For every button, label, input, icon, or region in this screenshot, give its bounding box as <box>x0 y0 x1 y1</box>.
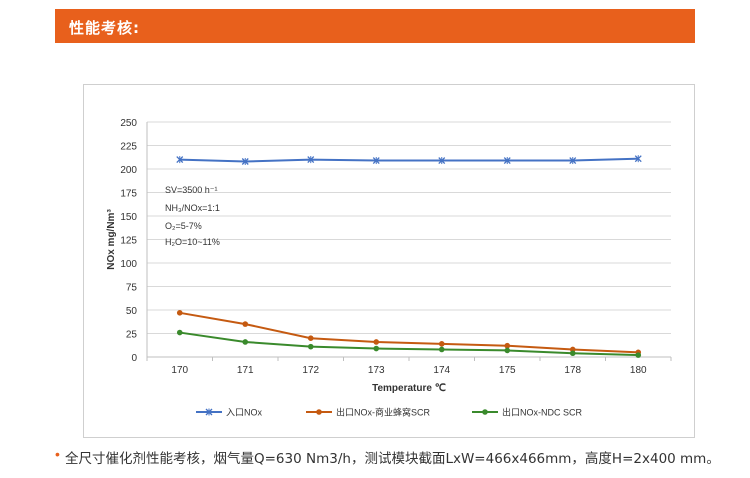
data-point <box>307 335 314 341</box>
data-point <box>438 157 446 165</box>
footnote-text: 全尺寸催化剂性能考核，烟气量Q=630 Nm3/h，测试模块截面LxW=466x… <box>65 451 720 467</box>
data-point <box>372 157 380 165</box>
axis-layer: 0 25 50 75 100 125 150 175 200 225 250 170 171 172 173… <box>106 118 672 394</box>
x-tick-label: 175 <box>499 365 516 376</box>
data-point <box>438 346 445 353</box>
legend-marker <box>482 409 488 415</box>
data-point <box>176 310 183 316</box>
legend-label: 出口NOx-商业蜂窝SCR <box>336 407 430 418</box>
legend-label: 出口NOx-NDC SCR <box>502 407 582 418</box>
condition-label: H₂O=10~11% <box>165 237 220 247</box>
x-tick-label: 178 <box>564 365 581 376</box>
bullet-icon: • <box>55 446 60 462</box>
y-tick-label: 75 <box>126 283 138 294</box>
data-point <box>307 343 314 350</box>
condition-label: NH₃/NOx=1:1 <box>165 203 220 213</box>
data-point <box>242 339 249 345</box>
data-point <box>504 347 511 354</box>
data-point <box>242 321 249 327</box>
legend-item: 入口NOx <box>196 408 263 418</box>
data-point <box>373 339 380 345</box>
legend-label: 入口NOx <box>226 408 263 418</box>
data-point <box>176 329 183 336</box>
data-point <box>635 352 642 358</box>
series-2 <box>176 310 642 356</box>
y-tick-label: 0 <box>131 353 137 364</box>
legend: 入口NOx 出口NOx-商业蜂窝SCR 出口NOx-NDC SCR <box>196 407 582 418</box>
series-3 <box>176 329 642 358</box>
y-tick-label: 25 <box>126 330 138 341</box>
data-point <box>504 342 511 349</box>
condition-label: O₂=5-7% <box>165 221 202 231</box>
series-layer <box>176 155 642 358</box>
data-point <box>503 157 511 165</box>
y-tick-label: 200 <box>120 165 137 176</box>
legend-item: 出口NOx-商业蜂窝SCR <box>306 407 430 418</box>
nox-chart: 0 25 50 75 100 125 150 175 200 225 250 170 171 172 173… <box>106 118 672 418</box>
series-line <box>179 331 639 357</box>
x-tick-label: 173 <box>368 365 385 376</box>
data-point <box>373 345 380 352</box>
data-point <box>634 155 642 163</box>
x-axis-title: Temperature ℃ <box>372 383 446 394</box>
series-line <box>179 311 639 354</box>
y-tick-label: 150 <box>120 212 137 223</box>
data-point <box>438 341 445 347</box>
y-tick-label: 250 <box>120 118 137 129</box>
legend-marker <box>316 409 322 415</box>
data-point <box>569 350 576 357</box>
series-1 <box>176 155 642 165</box>
legend-item: 出口NOx-NDC SCR <box>472 407 582 418</box>
footnote: • 全尺寸催化剂性能考核，烟气量Q=630 Nm3/h，测试模块截面LxW=46… <box>55 446 745 468</box>
y-axis-title: NOx mg/Nm³ <box>106 209 117 270</box>
x-tick-label: 172 <box>302 365 319 376</box>
x-tick-label: 180 <box>630 365 647 376</box>
section-header: 性能考核: <box>55 9 695 43</box>
data-point <box>307 156 315 164</box>
chart-panel: 0 25 50 75 100 125 150 175 200 225 250 170 171 172 173… <box>83 84 695 438</box>
y-tick-label: 125 <box>120 236 137 247</box>
x-tick-label: 171 <box>237 365 254 376</box>
condition-label: SV=3500 h⁻¹ <box>165 185 218 195</box>
x-tick-label: 170 <box>171 365 188 376</box>
y-tick-label: 50 <box>126 306 138 317</box>
series-line <box>179 157 639 163</box>
y-tick-label: 175 <box>120 189 137 200</box>
legend-marker <box>205 408 213 416</box>
x-tick-label: 174 <box>433 365 450 376</box>
y-tick-label: 225 <box>120 142 137 153</box>
grid-layer <box>147 121 671 334</box>
data-point <box>569 157 577 165</box>
annotation-layer: SV=3500 h⁻¹ NH₃/NOx=1:1 O₂=5-7% H₂O=10~11% <box>165 185 220 247</box>
data-point <box>176 156 184 164</box>
y-tick-label: 100 <box>120 259 137 270</box>
data-point <box>241 157 249 165</box>
section-title: 性能考核: <box>69 19 140 37</box>
